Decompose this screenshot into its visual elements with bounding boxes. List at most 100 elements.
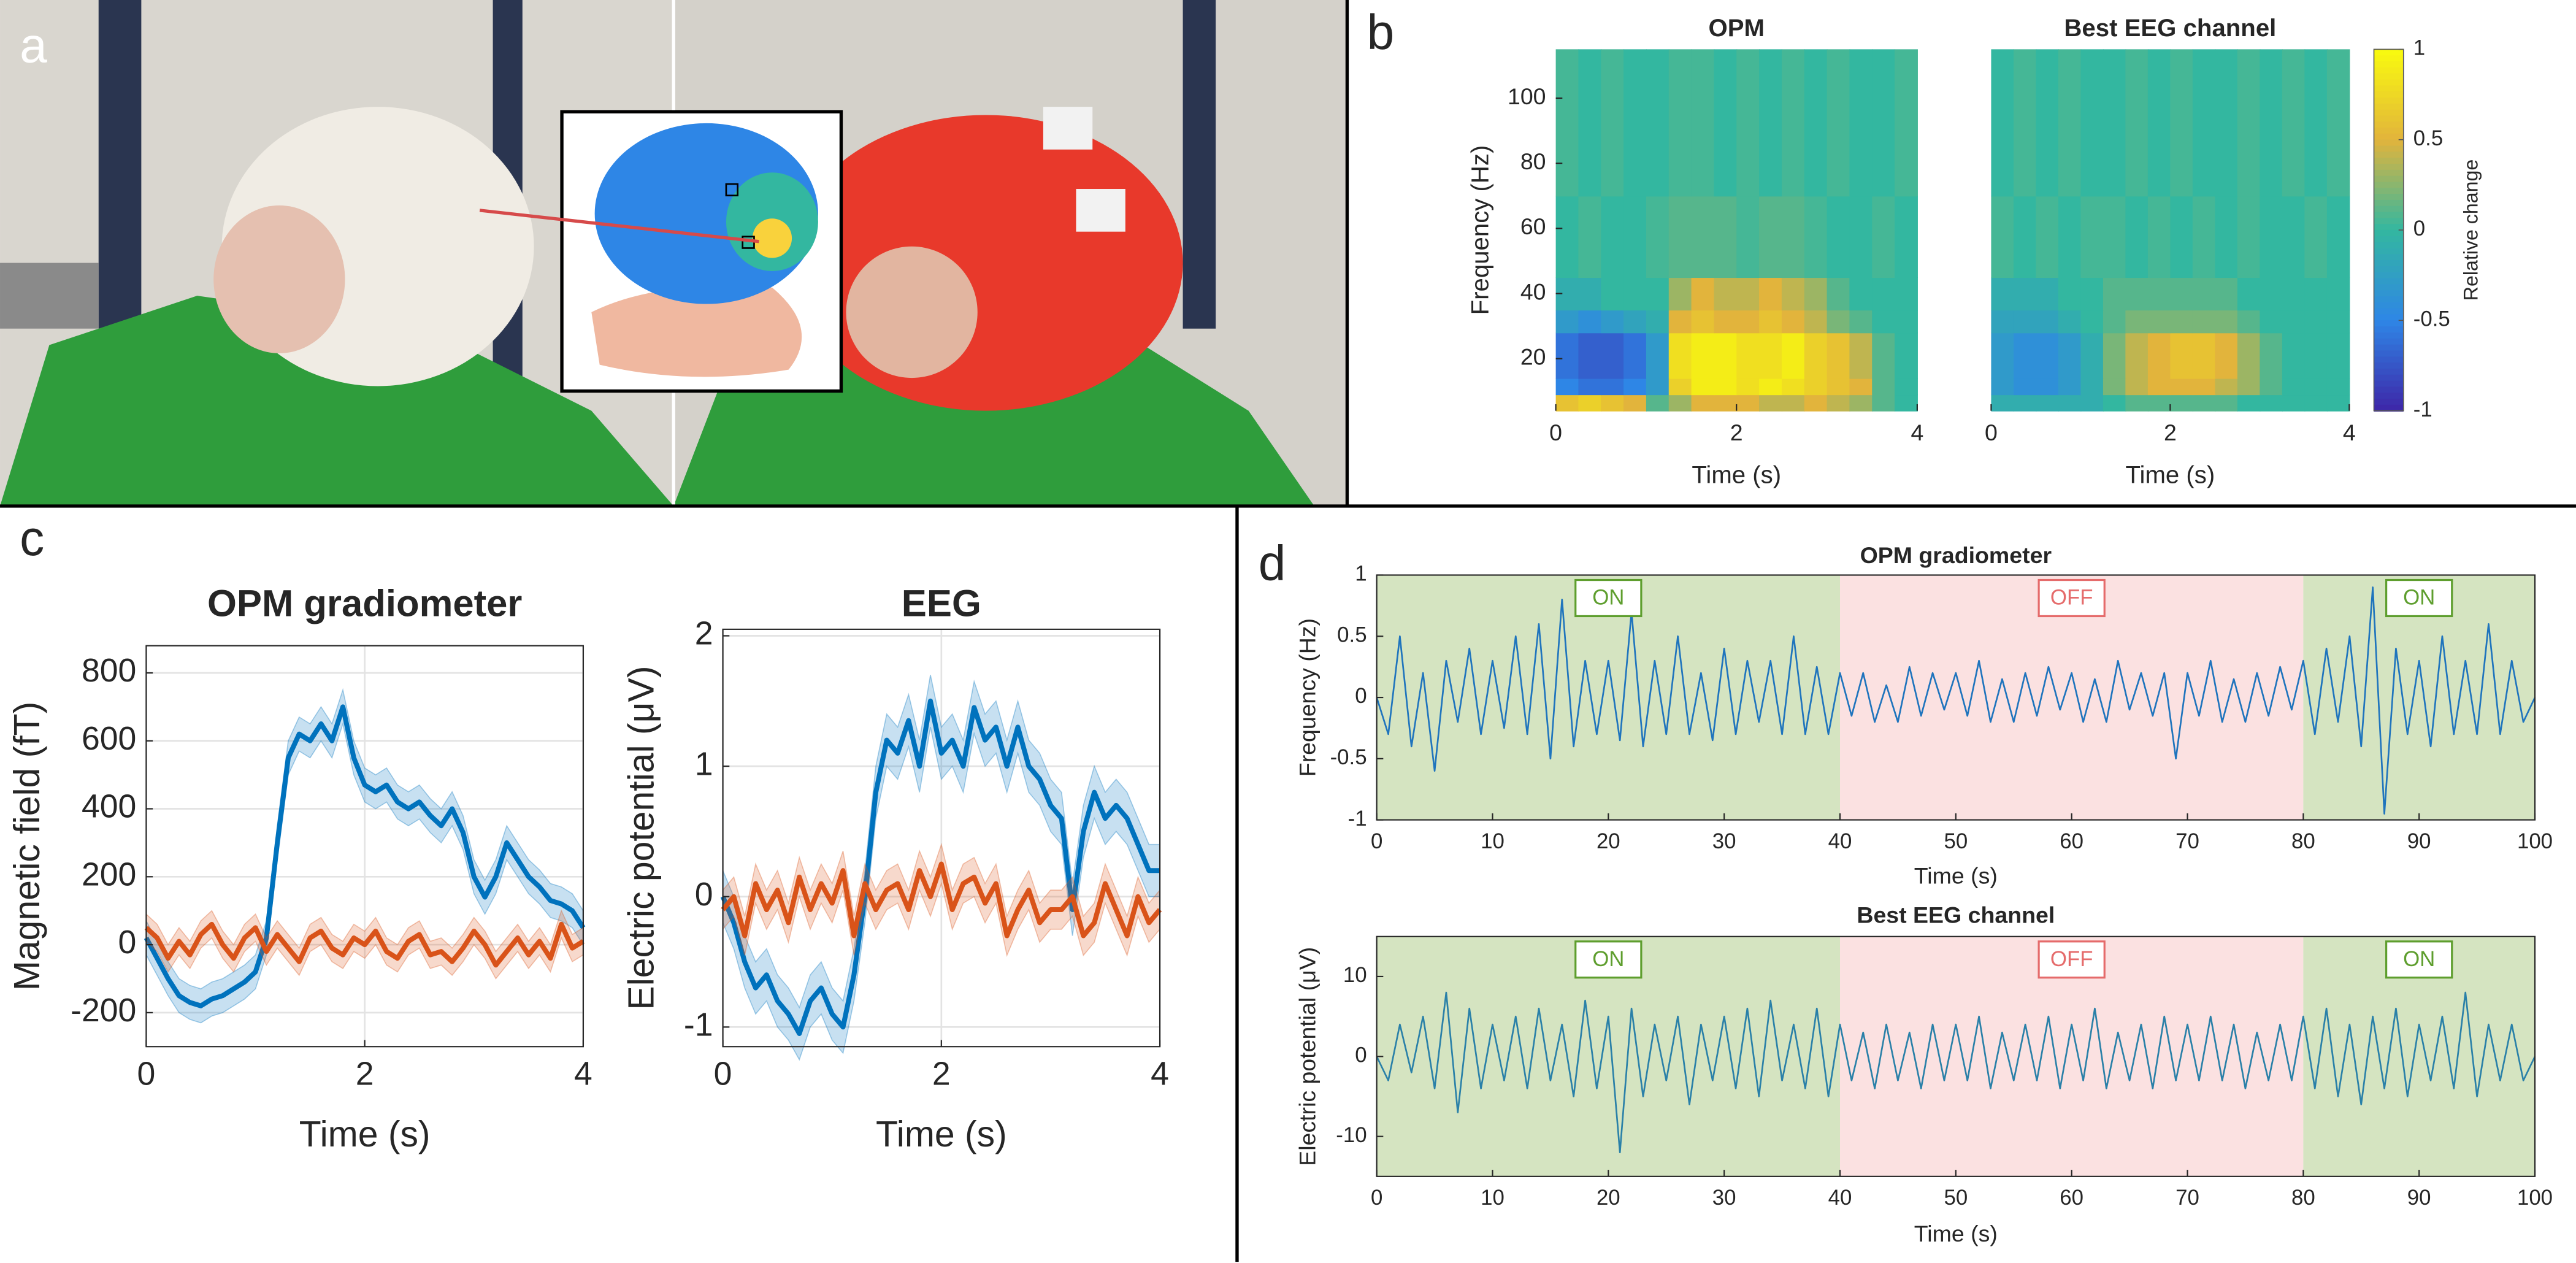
inset-topomap [752,218,792,258]
panel-label: c [20,511,44,566]
heat-cell [1804,310,1828,334]
colorbar-step [2374,229,2404,237]
heat-cell [2103,310,2126,334]
colorbar-tick-label: -0.5 [2413,307,2450,331]
colorbar-step [2374,248,2404,255]
x-tick-label: 70 [2175,829,2199,853]
y-tick-label: -1 [1348,807,1367,831]
heat-cell [1668,378,1692,396]
x-tick-label: 100 [2517,1186,2553,1210]
heat-cell [1895,378,1918,396]
colorbar-tick-label: 1 [2413,36,2425,60]
heat-cell [1646,310,1669,334]
heat-cell [1827,378,1850,396]
x-tick-label: 2 [356,1056,374,1092]
heat-cell [1736,332,1760,379]
heat-cell [2326,332,2350,379]
heat-cell [1827,49,1850,197]
heat-cell [1555,332,1579,379]
heat-cell [1668,332,1692,379]
y-tick-label: 1 [1355,562,1367,586]
heat-cell [1804,332,1828,379]
colorbar-label: Relative change [2460,159,2482,301]
heat-cell [2036,49,2059,197]
heat-cell [2304,277,2328,311]
region-label-box [2037,578,2106,618]
heat-cell [1578,196,1602,278]
heat-cell [1872,277,1896,311]
heat-cell [1827,277,1850,311]
heat-cell [1714,196,1738,278]
heat-cell [1691,277,1715,311]
colorbar-step [2374,158,2404,165]
heat-cell [2237,49,2261,197]
arrow [479,209,759,244]
heat-cell [1578,394,1602,412]
heat-cell [2036,378,2059,396]
y-axis-label: Frequency (Hz) [1295,618,1321,777]
colorbar-step [2374,356,2404,364]
heat-cell [2215,394,2238,412]
colorbar-step [2374,386,2404,394]
y-tick-label: 2 [695,616,713,652]
x-tick-label: 4 [1151,1056,1169,1092]
heat-cell [2237,310,2261,334]
heat-cell [1578,277,1602,311]
x-tick-label: 2 [1730,420,1743,445]
y-tick-label: 80 [1520,148,1546,174]
heat-cell [1759,49,1782,197]
heat-cell [1646,332,1669,379]
heat-cell [1714,277,1738,311]
sensor-marker [725,183,739,197]
heat-cell [1555,49,1579,197]
heat-cell [2260,394,2283,412]
colorbar-step [2374,67,2404,74]
heat-cell [1991,378,2014,396]
window-frame [98,0,142,329]
heat-cell [1895,310,1918,334]
x-axis-label: Time (s) [1914,862,1998,888]
heat-cell [1623,378,1647,396]
heat-cell [2170,378,2193,396]
x-tick-label: 50 [1944,1186,1968,1210]
x-tick-label: 0 [137,1056,156,1092]
heat-cell [2080,310,2104,334]
heat-cell [2282,277,2306,311]
x-tick-label: 10 [1481,829,1505,853]
shirt [0,296,674,506]
x-tick-label: 40 [1828,1186,1852,1210]
heat-cell [1872,310,1896,334]
heat-cell [1691,378,1715,396]
colorbar-step [2374,404,2404,412]
y-tick-label: 60 [1520,213,1546,239]
region-label: ON [1592,586,1624,610]
x-tick-label: 80 [2291,829,2315,853]
heat-cell [2058,196,2082,278]
colorbar-step [2374,260,2404,267]
heat-cell [1668,196,1692,278]
colorbar-step [2374,49,2404,56]
face [846,246,978,378]
line [720,698,1160,1036]
colorbar-step [2374,296,2404,304]
heat-cell [1895,196,1918,278]
colorbar-step [2374,338,2404,345]
chart-title: OPM [1709,14,1765,42]
y-axis-label: Magnetic field (fT) [7,702,47,991]
region-label-box [2385,578,2453,618]
colorbar-step [2374,398,2404,406]
heat-cell [2013,310,2037,334]
heat-cell [2170,277,2193,311]
heat-cell [2013,332,2037,379]
y-tick-label: 1 [695,746,713,782]
heat-cell [1781,310,1805,334]
x-tick-label: 4 [1911,420,1923,445]
heat-cell [2080,196,2104,278]
heat-cell [2282,332,2306,379]
colorbar-step [2374,194,2404,201]
heat-cell [2170,196,2193,278]
heat-cell [1849,332,1873,379]
line [1376,586,2536,815]
colorbar-step [2374,139,2404,147]
